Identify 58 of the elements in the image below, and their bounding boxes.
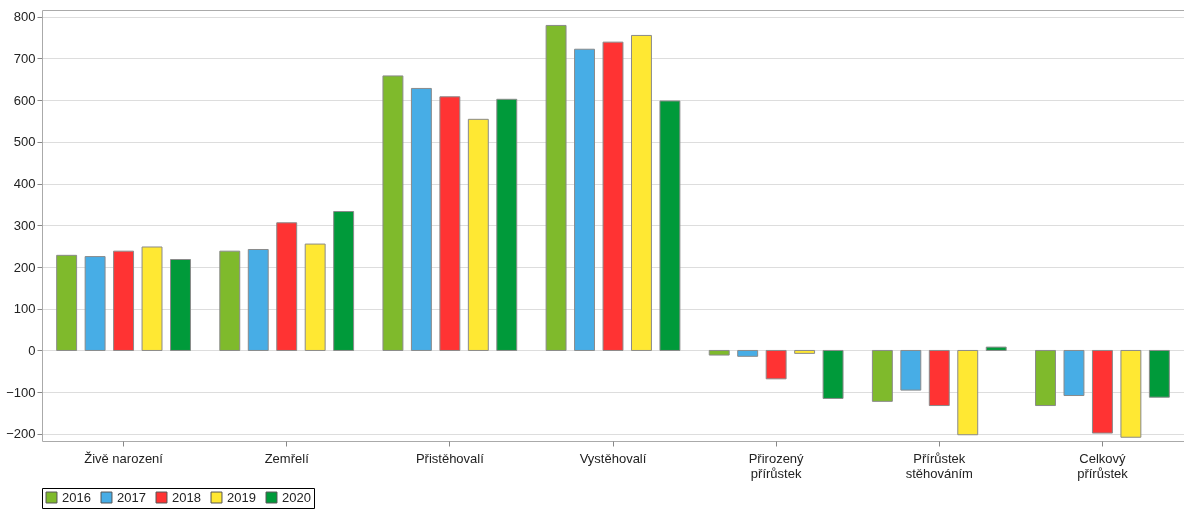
bar <box>410 87 432 351</box>
legend-label: 2019 <box>227 489 256 505</box>
y-tick-label: 0 <box>28 342 36 358</box>
bar <box>545 24 567 351</box>
bar <box>304 243 326 351</box>
y-tick-label: 600 <box>13 92 36 108</box>
y-tick-label: −200 <box>6 426 36 442</box>
bar <box>1091 349 1113 434</box>
bar <box>985 346 1007 351</box>
y-tick-label: 300 <box>13 217 36 233</box>
bar <box>439 96 461 351</box>
bar <box>659 100 681 351</box>
x-tick-label: Vystěhovalí <box>579 450 647 466</box>
x-tick-label: Přirozený přírůstek <box>748 450 805 481</box>
bar <box>737 349 759 357</box>
legend-label: 2017 <box>117 489 146 505</box>
bar <box>1148 349 1170 398</box>
y-tick-label: 400 <box>13 176 36 192</box>
bar <box>333 211 355 351</box>
bar <box>574 48 595 351</box>
x-tick-label: Živě narození <box>84 450 164 466</box>
y-tick-label: 700 <box>13 50 36 66</box>
bar <box>170 259 191 351</box>
bar <box>631 34 652 351</box>
x-tick-label: Přírůstek stěhováním <box>905 450 973 481</box>
x-tick-label: Celkový přírůstek <box>1077 450 1129 481</box>
bar <box>708 349 730 356</box>
bar <box>765 349 787 380</box>
bar <box>219 250 241 351</box>
bar <box>113 250 135 351</box>
bar <box>276 222 298 351</box>
x-tick-label: Zemřelí <box>264 450 310 466</box>
bar <box>900 349 922 391</box>
bar <box>1063 349 1085 397</box>
legend-label: 2020 <box>282 489 311 505</box>
bar <box>141 246 163 351</box>
bar <box>382 75 404 351</box>
bar <box>496 98 518 351</box>
bar <box>602 41 624 351</box>
y-tick-label: 800 <box>13 9 36 25</box>
bar <box>84 256 106 351</box>
y-tick-label: −100 <box>6 384 36 400</box>
y-tick-label: 200 <box>13 259 36 275</box>
bar <box>794 349 816 354</box>
y-tick-label: 100 <box>13 301 36 317</box>
bar <box>1035 349 1056 407</box>
bar <box>871 349 893 402</box>
legend-label: 2016 <box>62 489 91 505</box>
bar <box>1120 349 1142 438</box>
bar <box>467 118 489 351</box>
bar <box>56 254 78 351</box>
x-tick-label: Přistěhovalí <box>415 450 485 466</box>
bar <box>928 349 950 407</box>
y-tick-label: 500 <box>13 134 36 150</box>
legend-label: 2018 <box>172 489 201 505</box>
bar <box>822 349 844 399</box>
bar <box>957 349 979 436</box>
bar <box>247 248 269 351</box>
